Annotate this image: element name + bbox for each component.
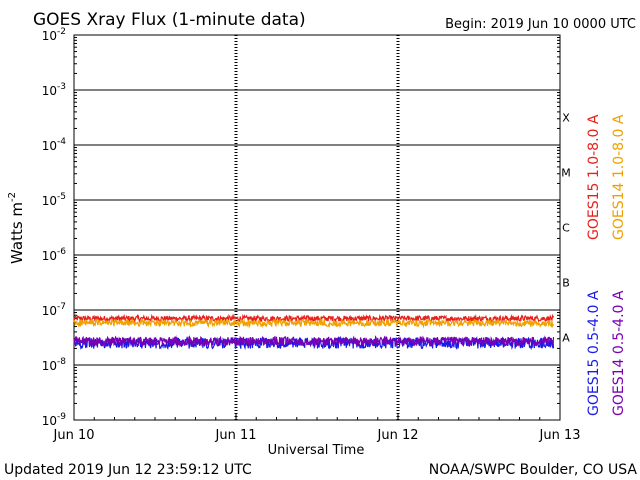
y-tick-exponent: -9 (57, 412, 66, 422)
y-tick-exponent: -2 (57, 27, 66, 37)
y-tick-mantissa: 10 (42, 414, 57, 428)
series-line-goes15-0-5-4-0-a (73, 335, 555, 351)
legend-entry: GOES14 0.5-4.0 A (611, 290, 627, 416)
flare-class-label: M (561, 167, 571, 180)
y-tick-label: 10-4 (42, 137, 67, 153)
y-tick-label: 10-8 (42, 357, 67, 373)
y-tick-mantissa: 10 (42, 304, 57, 318)
flare-class-label: X (562, 112, 570, 125)
y-tick-label: 10-7 (42, 302, 66, 318)
series-line-goes15-1-0-8-0-a (73, 313, 555, 324)
begin-label: Begin: 2019 Jun 10 0000 UTC (445, 17, 636, 32)
y-axis-title-text: Watts m (8, 202, 26, 264)
x-axis-ticks: Jun 10 Jun 11 Jun 12 Jun 13 (53, 414, 581, 443)
plot-frame (73, 34, 561, 421)
x-tick-label: Jun 10 (53, 428, 95, 443)
y-tick-exponent: -6 (57, 247, 66, 257)
legend-entry: GOES14 1.0-8.0 A (611, 114, 627, 240)
x-axis-title: Universal Time (268, 443, 365, 458)
y-tick-label: 10-5 (42, 192, 66, 208)
y-tick-label: 10-2 (42, 27, 66, 43)
x-tick-label: Jun 11 (215, 428, 257, 443)
credit-label: NOAA/SWPC Boulder, CO USA (429, 462, 638, 478)
legend-entry: GOES15 1.0-8.0 A (586, 114, 602, 240)
y-tick-exponent: -5 (57, 192, 66, 202)
y-tick-exponent: -3 (57, 82, 66, 92)
series-line-goes14-1-0-8-0-a (73, 317, 555, 329)
flare-class-label: A (562, 332, 570, 345)
x-tick-label: Jun 13 (539, 428, 581, 443)
y-axis-title-exp: -2 (7, 192, 18, 202)
flare-class-label: C (562, 222, 570, 235)
gridlines (74, 89, 560, 366)
y-axis-ticks: 10-910-810-710-610-510-410-310-2 (42, 27, 560, 428)
y-tick-label: 10-9 (42, 412, 67, 428)
y-tick-exponent: -7 (57, 302, 66, 312)
y-tick-mantissa: 10 (42, 249, 57, 263)
y-tick-label: 10-6 (42, 247, 67, 263)
y-tick-label: 10-3 (42, 82, 66, 98)
data-series (73, 313, 555, 351)
y-tick-exponent: -8 (57, 357, 66, 367)
y-tick-mantissa: 10 (42, 194, 57, 208)
y-tick-mantissa: 10 (42, 84, 57, 98)
updated-timestamp: Updated 2019 Jun 12 23:59:12 UTC (4, 462, 252, 478)
legend-entry: GOES15 0.5-4.0 A (586, 290, 602, 416)
day-separators (234, 35, 400, 420)
chart-title: GOES Xray Flux (1-minute data) (33, 10, 306, 30)
flare-class-labels: A B C M X (561, 112, 571, 345)
y-axis-title: Watts m-2 (7, 192, 26, 264)
y-tick-mantissa: 10 (42, 359, 57, 373)
y-tick-mantissa: 10 (42, 29, 57, 43)
y-tick-mantissa: 10 (42, 139, 57, 153)
flare-class-label: B (562, 277, 570, 290)
y-tick-exponent: -4 (57, 137, 66, 147)
series-line-goes14-0-5-4-0-a (73, 334, 555, 348)
x-tick-label: Jun 12 (377, 428, 419, 443)
legend: GOES15 1.0-8.0 A GOES14 1.0-8.0 A GOES15 0… (586, 114, 627, 416)
